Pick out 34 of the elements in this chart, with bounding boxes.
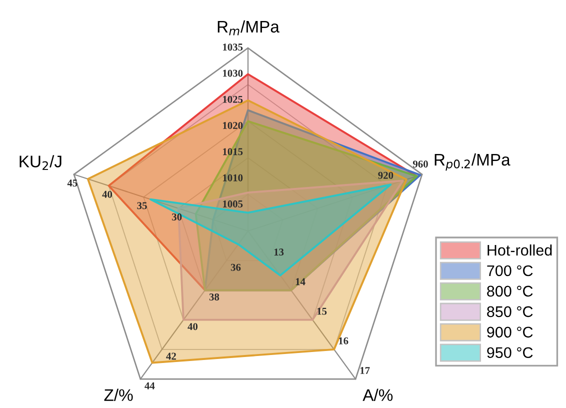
text: 13: [274, 248, 284, 256]
text: 16: [338, 337, 348, 344]
text: 42: [166, 352, 176, 360]
text: 1005: [223, 200, 243, 208]
text: 920: [378, 172, 394, 179]
spoke-label: R$_{m}$/MPa: [218, 20, 280, 36]
text: 17: [360, 367, 370, 374]
text: 40: [188, 323, 198, 330]
text: 30: [172, 213, 182, 220]
legend-label: 900 °C: [487, 326, 533, 338]
text: 45: [67, 180, 78, 187]
text: 36: [230, 264, 241, 271]
text: 1010: [223, 174, 243, 182]
legend-label: 700 °C: [487, 265, 533, 276]
spoke-label: Z/%: [104, 388, 133, 401]
text: 1020: [223, 122, 243, 130]
spoke-label: A/%: [362, 388, 393, 401]
text: 38: [209, 293, 220, 300]
text: 960: [412, 160, 428, 168]
text: 1030: [223, 70, 243, 77]
spoke-label: KU$_{2}$/J: [20, 155, 62, 170]
text: 1035: [223, 44, 243, 51]
text: 35: [137, 202, 147, 210]
legend-label: 800 °C: [487, 286, 533, 297]
text: 1015: [223, 148, 243, 156]
legend-label: 850 °C: [487, 306, 533, 318]
legend-label: 950 °C: [487, 347, 533, 358]
text: 40: [102, 190, 112, 198]
legend-label: Hot-rolled: [488, 244, 552, 256]
text: 15: [317, 308, 327, 315]
text: 44: [144, 382, 155, 390]
text: 1025: [223, 96, 243, 103]
spoke-label: R$_{p0.2}$/MPa: [434, 153, 510, 171]
text: 14: [296, 278, 306, 286]
